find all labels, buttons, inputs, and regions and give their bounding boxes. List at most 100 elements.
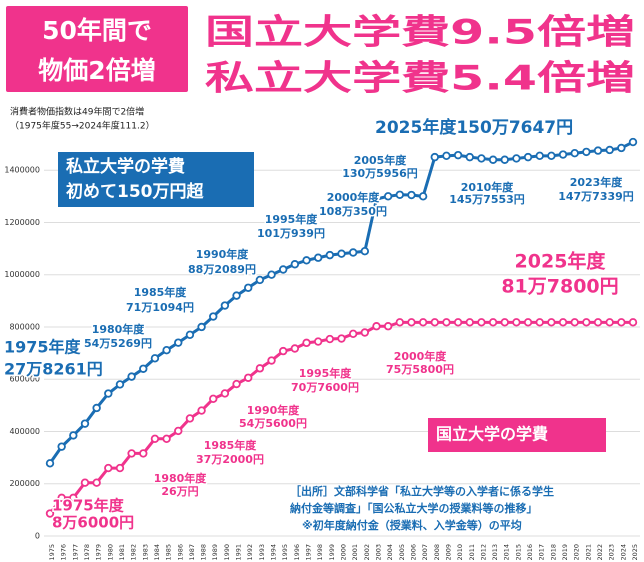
data-point	[325, 250, 335, 260]
data-point	[337, 334, 346, 343]
data-point	[115, 380, 125, 389]
x-tick-label: 1984	[153, 544, 161, 561]
y-tick-label: 800000	[9, 322, 40, 331]
data-label-value: 71万1094円	[126, 301, 194, 314]
data-point	[372, 322, 381, 331]
data-point	[442, 151, 451, 161]
x-tick-label: 1987	[188, 544, 196, 561]
data-point	[220, 389, 230, 398]
data-label-year: 1980年度	[92, 322, 146, 336]
data-point	[418, 318, 428, 327]
x-tick-label: 2002	[363, 544, 371, 561]
data-point	[430, 318, 439, 327]
x-tick-label: 1988	[200, 544, 208, 561]
data-point	[395, 318, 404, 327]
data-point	[290, 260, 300, 269]
x-tick-label: 1994	[270, 544, 278, 561]
callout-text: 私立大学の学費	[66, 156, 185, 177]
x-tick-label: 2013	[491, 544, 499, 561]
data-point	[500, 155, 509, 164]
data-point	[244, 283, 253, 292]
data-point	[617, 143, 626, 153]
data-label-value: 75万5800円	[386, 363, 454, 376]
y-tick-label: 0	[35, 532, 40, 541]
callout-box	[58, 152, 254, 207]
y-tick-label: 200000	[9, 479, 40, 488]
y-tick-label: 600000	[9, 375, 40, 384]
data-point	[255, 364, 265, 373]
x-tick-label: 2016	[526, 544, 534, 561]
data-label-year: 1985年度	[134, 285, 188, 299]
data-point	[360, 246, 370, 256]
data-point	[69, 431, 78, 440]
data-point	[174, 338, 183, 347]
data-point	[127, 449, 136, 458]
data-point	[45, 509, 55, 518]
x-tick-label: 1981	[118, 544, 126, 561]
data-point	[547, 318, 556, 327]
data-label-year: 1990年度	[247, 403, 301, 417]
data-point	[360, 328, 370, 337]
x-tick-label: 1993	[258, 544, 266, 561]
data-point	[477, 318, 486, 327]
data-label-value: 8万6000円	[52, 514, 134, 532]
data-point	[430, 152, 439, 162]
data-point	[104, 463, 113, 473]
data-point	[383, 322, 393, 331]
data-label-value: 108万350円	[319, 205, 387, 218]
data-label-value: 147万7339円	[558, 190, 634, 203]
data-label: 2025年度150万7647円	[375, 117, 573, 138]
data-point	[465, 152, 474, 162]
x-tick-label: 2001	[351, 544, 359, 561]
data-point	[139, 449, 148, 458]
data-point	[558, 150, 568, 159]
headline-box	[6, 6, 188, 92]
data-point	[488, 155, 498, 164]
data-label-value: 26万円	[161, 485, 198, 498]
data-point	[80, 478, 90, 487]
data-point	[255, 275, 265, 285]
x-tick-label: 1996	[293, 544, 301, 561]
data-point	[593, 146, 603, 155]
x-tick-label: 2017	[538, 544, 546, 561]
data-point	[69, 493, 78, 503]
data-label-value: 37万2000円	[196, 453, 264, 466]
x-tick-label: 1978	[83, 544, 91, 561]
data-label-value: 145万7553円	[449, 193, 525, 206]
callout-text: 初めて150万円超	[66, 181, 204, 202]
data-label-year: 2023年度	[570, 175, 624, 189]
x-tick-label: 2000	[340, 544, 348, 561]
source: 納付金等調査」「国公私立大学の授業料等の推移」	[290, 501, 538, 515]
data-point	[523, 152, 533, 162]
x-tick-label: 2007	[421, 544, 429, 561]
headline-box-text: 物価2倍増	[38, 56, 155, 85]
x-tick-label: 1977	[71, 544, 79, 561]
x-tick-label: 1991	[235, 544, 243, 561]
x-tick-label: 1975	[48, 544, 56, 561]
data-point	[267, 270, 276, 279]
data-point	[547, 151, 556, 161]
data-point	[605, 145, 614, 155]
data-label-value: 54万5269円	[84, 337, 152, 350]
data-label-value: 70万7600円	[291, 381, 359, 394]
data-point	[582, 318, 591, 327]
data-point	[418, 192, 428, 201]
data-point	[523, 318, 533, 327]
x-tick-label: 2025	[631, 544, 639, 561]
data-point	[197, 406, 206, 415]
data-point	[535, 318, 544, 327]
data-point	[582, 147, 591, 157]
data-point	[313, 253, 323, 262]
data-point	[290, 344, 300, 353]
data-point	[605, 318, 614, 327]
data-point	[162, 345, 171, 355]
data-point	[209, 312, 218, 321]
data-point	[174, 426, 183, 436]
data-point	[477, 154, 486, 163]
data-point	[348, 329, 358, 339]
data-point	[185, 330, 195, 340]
x-tick-label: 2004	[386, 544, 394, 561]
data-point	[279, 265, 288, 274]
y-tick-label: 1200000	[4, 218, 40, 227]
data-label-year: 2010年度	[461, 180, 515, 194]
